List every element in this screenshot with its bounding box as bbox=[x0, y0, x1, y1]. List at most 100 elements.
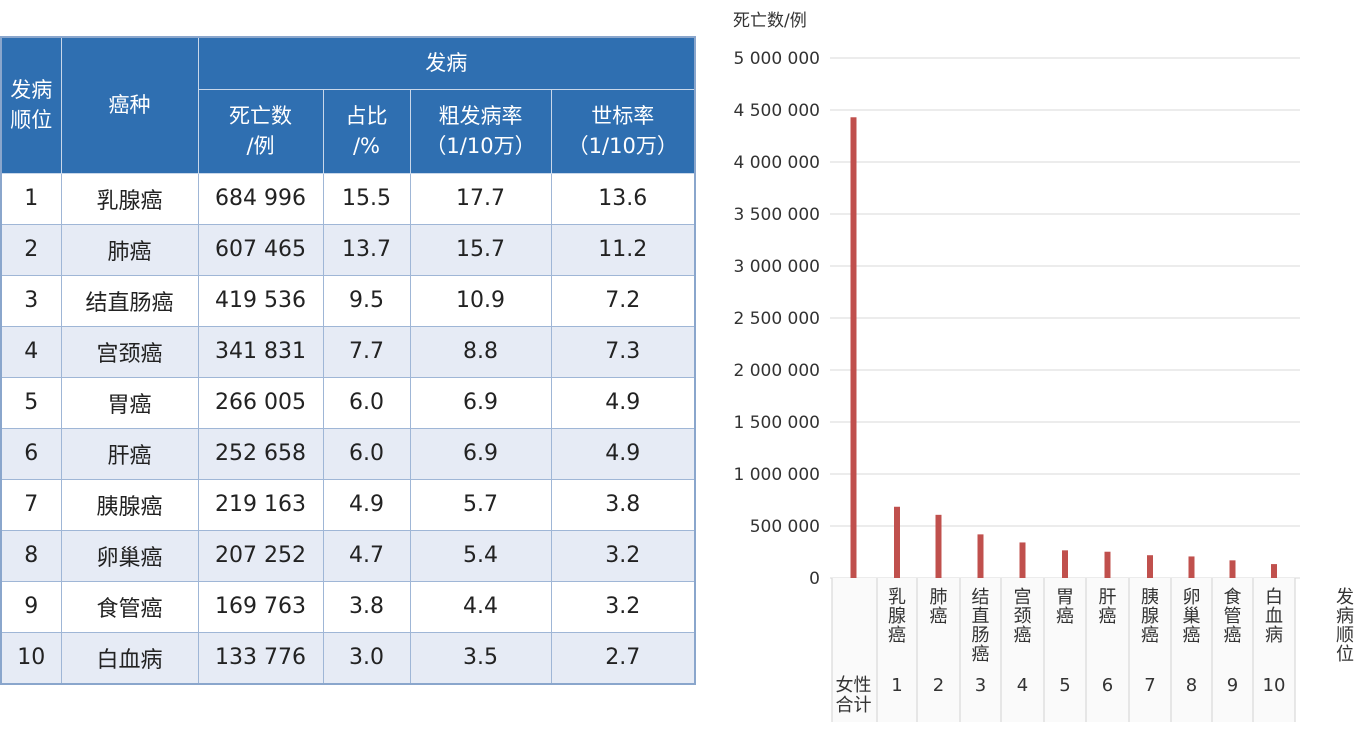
cell-crude: 3.5 bbox=[409, 631, 552, 684]
header-rank: 发病 顺位 bbox=[0, 36, 62, 174]
category-name: 白 bbox=[1265, 587, 1283, 608]
category-rank: 10 bbox=[1263, 675, 1286, 696]
cell-rank: 3 bbox=[0, 274, 62, 327]
bar bbox=[1019, 542, 1026, 578]
cell-crude: 6.9 bbox=[409, 427, 552, 480]
cell-deaths: 169 763 bbox=[197, 580, 324, 633]
y-tick-label: 500 000 bbox=[750, 517, 820, 537]
cell-cancer: 胰腺癌 bbox=[60, 478, 199, 531]
category-rank: 合计 bbox=[836, 695, 872, 716]
cell-cancer: 肝癌 bbox=[60, 427, 199, 480]
cell-cancer: 宫颈癌 bbox=[60, 325, 199, 378]
cell-cancer: 食管癌 bbox=[60, 580, 199, 633]
table-row: 7 胰腺癌 219 163 4.9 5.7 3.8 bbox=[0, 478, 696, 531]
cell-rank: 9 bbox=[0, 580, 62, 633]
cell-deaths: 133 776 bbox=[197, 631, 324, 684]
category-name: 乳 bbox=[888, 587, 906, 608]
category-name: 肺 bbox=[930, 587, 948, 608]
header-cancer: 癌种 bbox=[60, 36, 199, 174]
bar bbox=[1104, 551, 1111, 578]
cell-rank: 5 bbox=[0, 376, 62, 429]
cell-asr: 3.2 bbox=[550, 529, 696, 582]
y-tick-label: 3 000 000 bbox=[733, 257, 820, 277]
category-rank: 5 bbox=[1059, 675, 1070, 696]
category-name: 结 bbox=[972, 587, 990, 608]
cell-share: 3.8 bbox=[322, 580, 411, 633]
cell-rank: 2 bbox=[0, 223, 62, 276]
category-name: 癌 bbox=[930, 606, 948, 627]
bar bbox=[1229, 560, 1236, 578]
cell-cancer: 结直肠癌 bbox=[60, 274, 199, 327]
category-table bbox=[831, 578, 1296, 722]
cell-asr: 4.9 bbox=[550, 427, 696, 480]
header-asr: 世标率 （1/10万） bbox=[550, 88, 696, 174]
header-group: 发病 bbox=[197, 36, 696, 90]
cell-share: 7.7 bbox=[322, 325, 411, 378]
category-name: 癌 bbox=[1056, 606, 1074, 627]
cell-deaths: 684 996 bbox=[197, 172, 324, 225]
category-rank: 女性 bbox=[836, 675, 872, 696]
cell-asr: 3.2 bbox=[550, 580, 696, 633]
category-labels: 女性合计乳腺癌1肺癌2结直肠癌3宫颈癌4胃癌5肝癌6胰腺癌7卵巢癌8食管癌9白血… bbox=[836, 587, 1286, 716]
header-crude-rate: 粗发病率 （1/10万） bbox=[409, 88, 552, 174]
category-name: 肠 bbox=[972, 625, 990, 646]
bars bbox=[850, 117, 1277, 578]
header-share: 占比/% bbox=[322, 88, 411, 174]
bar bbox=[1147, 555, 1153, 578]
y-tick-labels: 5 000 000 4 500 000 4 000 000 3 500 000 3 00… bbox=[733, 49, 820, 589]
header-deaths: 死亡数/例 bbox=[197, 88, 324, 174]
category-name: 癌 bbox=[888, 625, 906, 646]
y-tick-label: 5 000 000 bbox=[733, 49, 820, 69]
y-tick-label: 0 bbox=[809, 569, 820, 589]
cell-share: 3.0 bbox=[322, 631, 411, 684]
cell-share: 9.5 bbox=[322, 274, 411, 327]
category-name: 管 bbox=[1224, 606, 1242, 627]
cell-asr: 7.3 bbox=[550, 325, 696, 378]
cell-cancer: 白血病 bbox=[60, 631, 199, 684]
x-axis-title: 发病顺位 bbox=[1336, 587, 1354, 665]
cancer-incidence-table: 发病 顺位 癌种 发病 死亡数/例 占比/% 粗发病率 （1/10万） 世标率 （1/… bbox=[0, 36, 696, 685]
cell-cancer: 乳腺癌 bbox=[60, 172, 199, 225]
category-rank: 8 bbox=[1186, 675, 1197, 696]
category-rank: 9 bbox=[1227, 675, 1238, 696]
category-rank: 7 bbox=[1144, 675, 1155, 696]
cell-asr: 2.7 bbox=[550, 631, 696, 684]
y-tick-label: 1 000 000 bbox=[733, 465, 820, 485]
bar bbox=[1062, 550, 1068, 578]
cell-share: 15.5 bbox=[322, 172, 411, 225]
category-rank: 4 bbox=[1017, 675, 1028, 696]
bar bbox=[977, 534, 984, 578]
category-name: 巢 bbox=[1183, 606, 1201, 627]
grid-lines bbox=[830, 57, 1300, 579]
category-name: 腺 bbox=[1141, 606, 1159, 627]
cell-rank: 7 bbox=[0, 478, 62, 531]
cell-crude: 5.4 bbox=[409, 529, 552, 582]
cell-deaths: 341 831 bbox=[197, 325, 324, 378]
cell-share: 4.7 bbox=[322, 529, 411, 582]
cell-share: 6.0 bbox=[322, 376, 411, 429]
bar bbox=[894, 506, 900, 578]
cell-deaths: 266 005 bbox=[197, 376, 324, 429]
cell-crude: 4.4 bbox=[409, 580, 552, 633]
cell-asr: 13.6 bbox=[550, 172, 696, 225]
category-name: 胃 bbox=[1056, 587, 1074, 608]
y-tick-label: 4 000 000 bbox=[733, 153, 820, 173]
y-tick-label: 2 000 000 bbox=[733, 361, 820, 381]
y-tick-label: 1 500 000 bbox=[733, 413, 820, 433]
category-rank: 1 bbox=[891, 675, 902, 696]
table-row: 6 肝癌 252 658 6.0 6.9 4.9 bbox=[0, 427, 696, 480]
category-name: 食 bbox=[1224, 587, 1242, 608]
cell-deaths: 419 536 bbox=[197, 274, 324, 327]
cell-asr: 7.2 bbox=[550, 274, 696, 327]
cell-asr: 4.9 bbox=[550, 376, 696, 429]
category-name: 胰 bbox=[1141, 587, 1159, 608]
y-tick-label: 2 500 000 bbox=[733, 309, 820, 329]
cell-crude: 10.9 bbox=[409, 274, 552, 327]
cell-deaths: 607 465 bbox=[197, 223, 324, 276]
y-tick-label: 3 500 000 bbox=[733, 205, 820, 225]
category-rank: 6 bbox=[1102, 675, 1113, 696]
cell-rank: 1 bbox=[0, 172, 62, 225]
bar bbox=[1188, 556, 1195, 578]
category-name: 癌 bbox=[1183, 625, 1201, 646]
category-name: 癌 bbox=[1014, 625, 1032, 646]
